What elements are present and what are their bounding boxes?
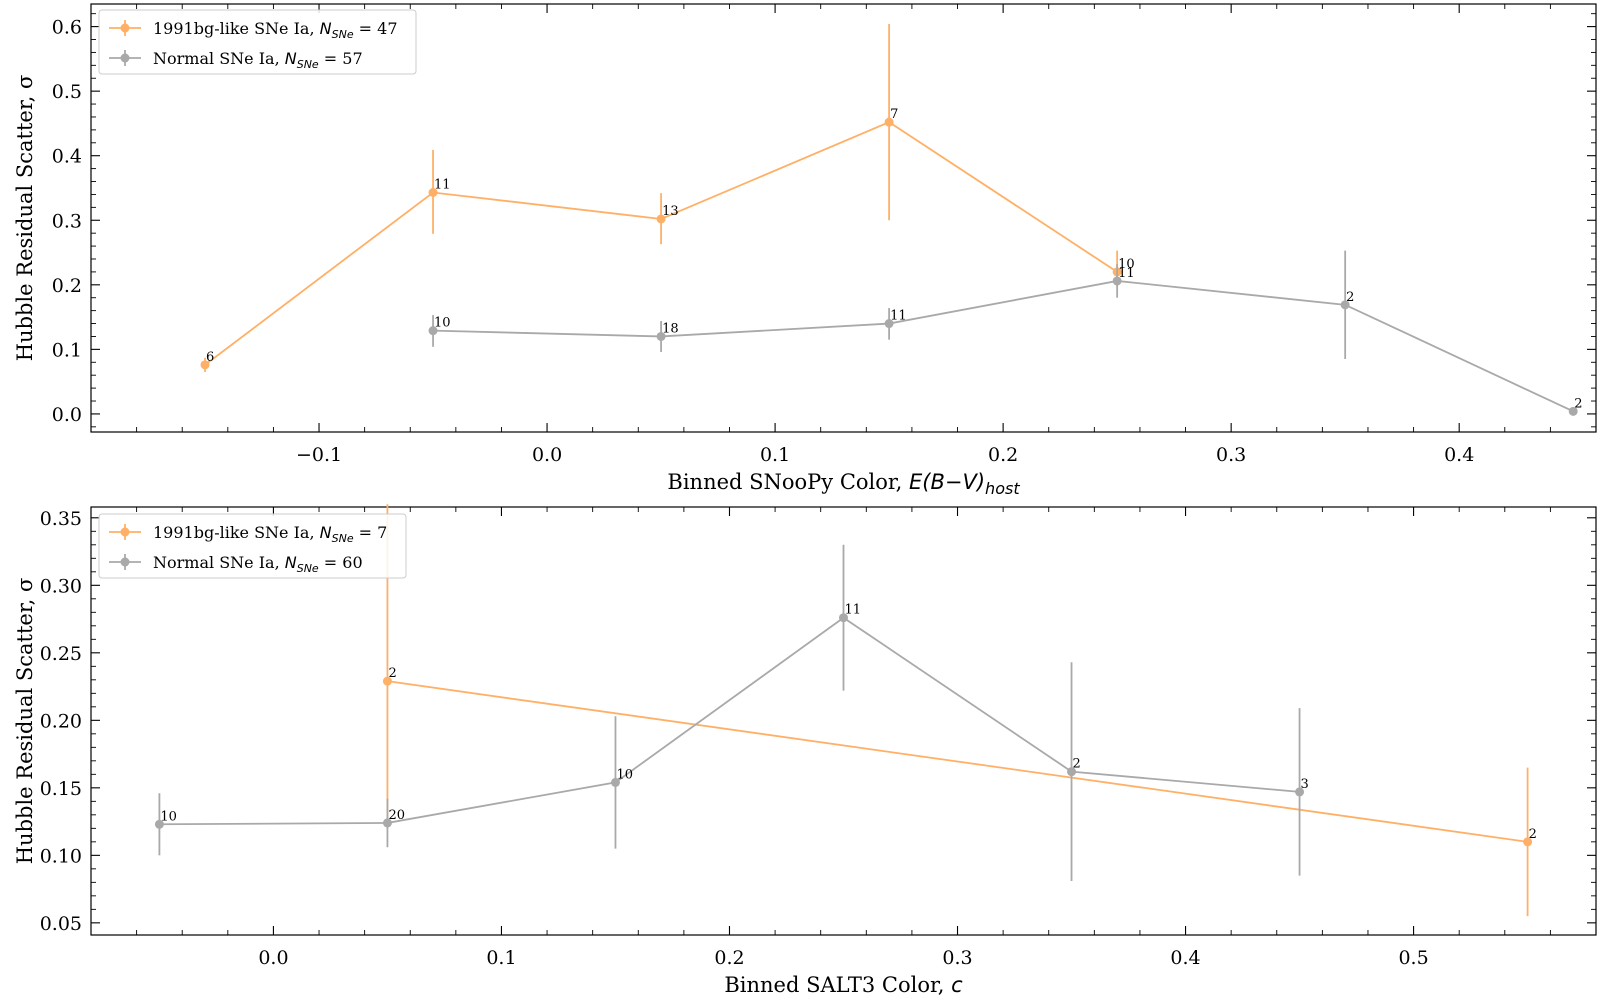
data-point-label: 2 <box>1529 827 1537 842</box>
x-tick-label: 0.1 <box>486 947 516 969</box>
y-tick-label: 0.20 <box>40 710 82 732</box>
series-line <box>387 680 1528 843</box>
data-point <box>884 319 894 329</box>
series-0: 6 11 13 7 10 <box>200 24 1135 372</box>
data-point <box>382 676 392 686</box>
plot-frame <box>90 3 1597 433</box>
data-point <box>154 819 164 829</box>
y-axis-title: Hubble Residual Scatter, σ <box>13 75 37 362</box>
data-point-label: 3 <box>1301 777 1309 792</box>
x-tick-label: 0.5 <box>1398 947 1428 969</box>
plot-frame <box>90 506 1597 936</box>
legend-marker <box>120 557 130 567</box>
data-point <box>428 326 438 336</box>
x-tick-label: 0.3 <box>942 947 972 969</box>
legend-box <box>98 513 407 579</box>
data-point <box>1568 406 1578 416</box>
y-axis-title: Hubble Residual Scatter, σ <box>13 578 37 865</box>
x-tick-label: 0.0 <box>258 947 288 969</box>
y-tick-label: 0.5 <box>52 81 82 103</box>
data-point <box>428 188 438 198</box>
data-point-label: 2 <box>1574 396 1582 411</box>
data-point <box>382 818 392 828</box>
y-tick-label: 0.6 <box>52 17 82 39</box>
legend-box <box>98 9 417 75</box>
x-axis-title: Binned SALT3 Color, c <box>724 973 963 997</box>
data-point-label: 13 <box>662 204 679 219</box>
y-tick-label: 0.25 <box>40 643 82 665</box>
data-point-label: 2 <box>1346 290 1354 305</box>
data-point <box>1295 787 1305 797</box>
x-tick-label: 0.0 <box>532 444 562 466</box>
legend-marker <box>120 23 130 33</box>
y-tick-label: 0.3 <box>52 210 82 232</box>
x-tick-label: 0.1 <box>760 444 790 466</box>
y-tick-label: 0.30 <box>40 575 82 597</box>
y-tick-label: 0.4 <box>52 146 82 168</box>
data-point-label: 2 <box>388 666 396 681</box>
series-line <box>159 616 1300 826</box>
y-tick-label: 0.0 <box>52 404 82 426</box>
data-point-label: 11 <box>890 309 907 324</box>
legend-entry-label: 1991bg-like SNe Ia, NSNe = 7 <box>153 523 387 545</box>
y-tick-label: 0.35 <box>40 508 82 530</box>
data-point-label: 10 <box>434 316 451 331</box>
data-point <box>839 613 848 623</box>
legend-entry-label: 1991bg-like SNe Ia, NSNe = 47 <box>153 19 398 41</box>
data-point <box>610 777 620 787</box>
y-tick-label: 0.15 <box>40 778 82 800</box>
data-point-label: 18 <box>662 321 679 336</box>
data-point-label: 10 <box>160 809 177 824</box>
x-tick-label: −0.1 <box>296 444 342 466</box>
data-point <box>1340 300 1350 310</box>
top-panel-snoopy-color: −0.1 0.0 0.1 0.2 0.3 0.4 0.0 0.1 0.2 0.3 0.4 0.5 0.6… <box>13 3 1597 498</box>
data-point-label: 10 <box>616 767 633 782</box>
data-point <box>884 117 894 127</box>
data-point <box>200 360 210 370</box>
data-point-label: 11 <box>845 603 862 618</box>
data-point-label: 11 <box>434 178 451 193</box>
data-point <box>656 214 666 224</box>
data-point <box>656 331 666 341</box>
x-tick-label: 0.4 <box>1444 444 1474 466</box>
series-1: 10 20 10 11 2 3 <box>154 544 1309 881</box>
series-1: 10 18 11 11 2 2 <box>428 250 1582 416</box>
bottom-panel-salt3-color: 0.0 0.1 0.2 0.3 0.4 0.5 0.05 0.10 0.15 0.20 0.25 0.… <box>13 504 1597 997</box>
data-point <box>1067 767 1077 777</box>
legend: 1991bg-like SNe Ia, NSNe = 7 Normal SNe I… <box>98 513 407 579</box>
data-point-label: 2 <box>1073 757 1081 772</box>
data-point <box>1523 837 1533 847</box>
x-axis-title: Binned SNooPy Color, E(B−V)host <box>667 470 1020 498</box>
data-point <box>1112 276 1122 286</box>
y-tick-label: 0.05 <box>40 913 82 935</box>
y-tick-label: 0.1 <box>52 339 82 361</box>
data-point-label: 10 <box>1118 257 1135 272</box>
data-point-label: 11 <box>1118 266 1135 281</box>
x-tick-label: 0.2 <box>714 947 744 969</box>
x-tick-label: 0.4 <box>1170 947 1200 969</box>
x-tick-label: 0.3 <box>1216 444 1246 466</box>
y-tick-label: 0.10 <box>40 845 82 867</box>
series-line <box>433 280 1574 413</box>
legend: 1991bg-like SNe Ia, NSNe = 47 Normal SNe … <box>98 9 417 75</box>
data-point-label: 7 <box>890 107 898 122</box>
x-tick-label: 0.2 <box>988 444 1018 466</box>
series-0: 22 <box>382 504 1537 917</box>
legend-marker <box>120 527 130 537</box>
data-point-label: 20 <box>388 808 405 823</box>
y-tick-label: 0.2 <box>52 275 82 297</box>
legend-marker <box>120 53 130 63</box>
legend-entry-label: Normal SNe Ia, NSNe = 60 <box>153 553 363 575</box>
legend-entry-label: Normal SNe Ia, NSNe = 57 <box>153 49 363 71</box>
data-point-label: 6 <box>206 350 214 365</box>
